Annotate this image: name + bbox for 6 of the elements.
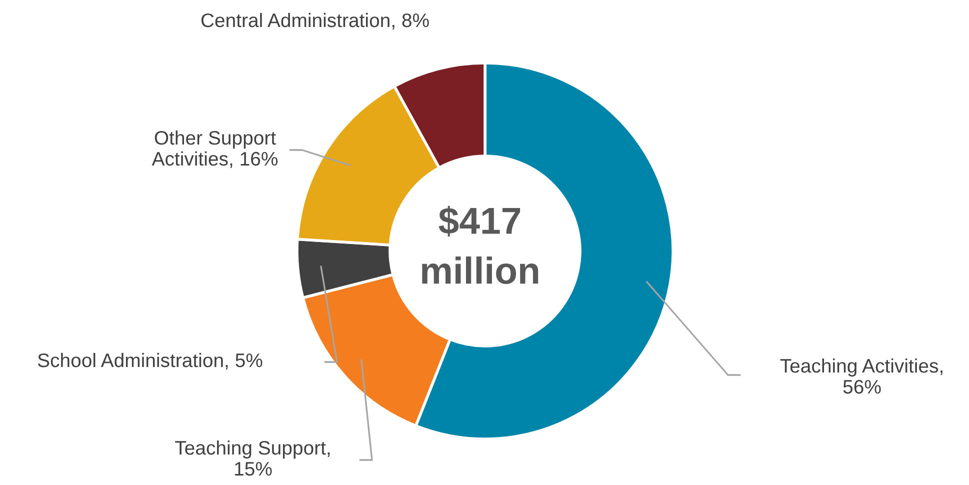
- slice-label: Central Administration, 8%: [201, 12, 429, 30]
- slice-label: Other Support Activities, 16%: [152, 130, 278, 168]
- text: $417 million: [422, 206, 538, 284]
- slice-label: Teaching Activities, 56%: [780, 358, 942, 394]
- slice-label: School Administration, 5%: [38, 352, 262, 370]
- slice-label: Teaching Support, 15%: [175, 440, 330, 476]
